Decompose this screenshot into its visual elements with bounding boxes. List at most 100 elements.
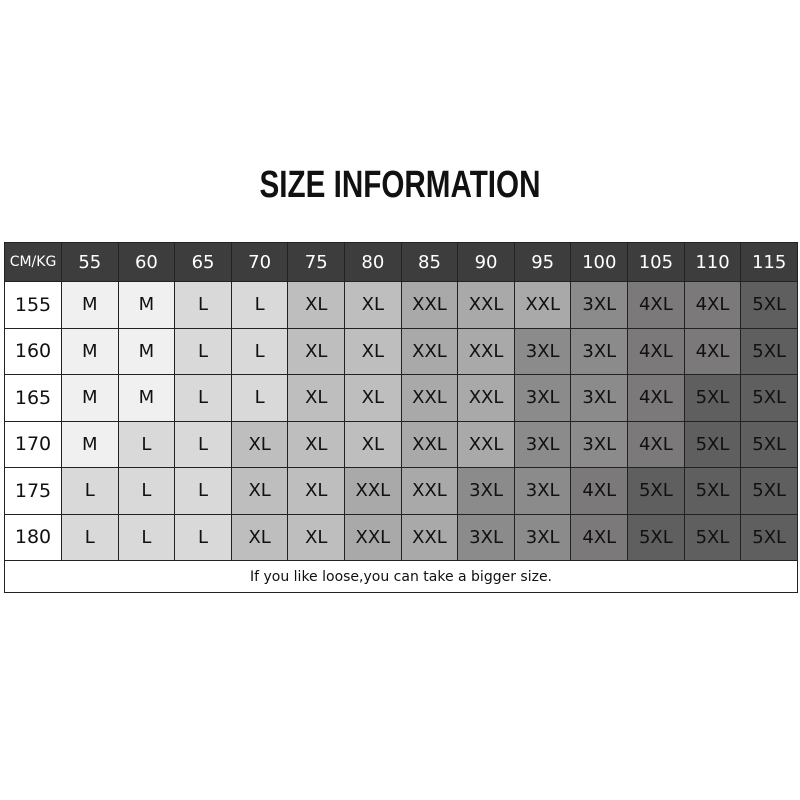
size-cell: 4XL <box>570 513 629 561</box>
size-cell: L <box>61 467 119 515</box>
weight-header: 95 <box>513 242 572 282</box>
size-cell: M <box>61 420 119 468</box>
size-cell: XL <box>344 327 402 375</box>
size-note: If you like loose,you can take a bigger … <box>4 560 798 593</box>
size-cell: 3XL <box>570 420 629 468</box>
size-chart-table: CM/KG 55 60 65 70 75 80 85 90 95 100 105 110 115 155… <box>4 242 798 593</box>
size-cell: L <box>174 327 232 375</box>
size-cell: 5XL <box>683 420 742 468</box>
size-cell: XXL <box>344 467 402 515</box>
size-cell: XXL <box>400 374 459 422</box>
size-cell: L <box>174 420 232 468</box>
size-cell: 4XL <box>683 281 742 329</box>
table-row: 175 L L L XL XL XXL XXL 3XL 3XL 4XL 5XL 5XL 5XL <box>4 467 798 515</box>
size-cell: 5XL <box>740 281 798 329</box>
weight-header: 100 <box>570 242 629 282</box>
size-cell: XL <box>287 281 346 329</box>
weight-header: 85 <box>400 242 459 282</box>
weight-header: 80 <box>344 242 402 282</box>
size-cell: 5XL <box>683 374 742 422</box>
size-cell: XXL <box>400 513 459 561</box>
size-cell: XXL <box>513 281 572 329</box>
size-cell: M <box>61 327 119 375</box>
size-cell: M <box>117 374 176 422</box>
weight-header: 65 <box>174 242 232 282</box>
size-cell: L <box>117 513 176 561</box>
weight-header: 115 <box>740 242 798 282</box>
size-cell: M <box>61 281 119 329</box>
size-cell: 5XL <box>740 513 798 561</box>
table-row: 160 M M L L XL XL XXL XXL 3XL 3XL 4XL 4XL 5XL <box>4 327 798 375</box>
weight-header: 90 <box>457 242 515 282</box>
size-cell: XXL <box>344 513 402 561</box>
weight-header: 105 <box>627 242 685 282</box>
weight-header: 55 <box>61 242 119 282</box>
size-cell: M <box>117 327 176 375</box>
size-cell: L <box>174 467 232 515</box>
size-cell: L <box>174 374 232 422</box>
size-cell: XXL <box>400 467 459 515</box>
height-cell: 160 <box>4 327 62 375</box>
size-cell: XXL <box>400 281 459 329</box>
size-cell: 3XL <box>513 374 572 422</box>
header-row: CM/KG 55 60 65 70 75 80 85 90 95 100 105 110 115 <box>4 242 798 282</box>
size-cell: XXL <box>457 420 515 468</box>
size-cell: 5XL <box>683 467 742 515</box>
table-row: 165 M M L L XL XL XXL XXL 3XL 3XL 4XL 5XL 5XL <box>4 374 798 422</box>
size-cell: 5XL <box>740 467 798 515</box>
page-title: SIZE INFORMATION <box>259 164 541 206</box>
size-cell: L <box>117 467 176 515</box>
size-cell: XL <box>287 374 346 422</box>
size-cell: XL <box>287 513 346 561</box>
weight-header: 75 <box>287 242 346 282</box>
size-cell: 3XL <box>457 513 515 561</box>
size-cell: XL <box>287 467 346 515</box>
size-cell: L <box>230 374 289 422</box>
size-cell: L <box>230 327 289 375</box>
size-cell: XXL <box>457 327 515 375</box>
height-cell: 155 <box>4 281 62 329</box>
size-cell: XL <box>344 281 402 329</box>
size-cell: L <box>174 281 232 329</box>
size-cell: 4XL <box>627 420 685 468</box>
size-cell: M <box>61 374 119 422</box>
weight-header: 110 <box>683 242 742 282</box>
weight-header: 70 <box>230 242 289 282</box>
size-cell: XL <box>230 513 289 561</box>
size-cell: XXL <box>400 420 459 468</box>
table-row: 155 M M L L XL XL XXL XXL XXL 3XL 4XL 4XL 5XL <box>4 281 798 329</box>
size-cell: XXL <box>457 374 515 422</box>
size-cell: 5XL <box>683 513 742 561</box>
size-cell: 3XL <box>513 467 572 515</box>
size-cell: 3XL <box>457 467 515 515</box>
size-cell: XL <box>230 467 289 515</box>
size-cell: L <box>117 420 176 468</box>
table-row: 180 L L L XL XL XXL XXL 3XL 3XL 4XL 5XL 5XL 5XL <box>4 513 798 561</box>
size-cell: XXL <box>400 327 459 375</box>
table-row: 170 M L L XL XL XL XXL XXL 3XL 3XL 4XL 5XL 5XL <box>4 420 798 468</box>
size-cell: 3XL <box>570 374 629 422</box>
size-cell: 4XL <box>627 281 685 329</box>
size-cell: 5XL <box>740 374 798 422</box>
size-cell: 5XL <box>740 327 798 375</box>
size-cell: XL <box>287 420 346 468</box>
height-cell: 180 <box>4 513 62 561</box>
size-cell: 3XL <box>513 420 572 468</box>
size-cell: 3XL <box>513 327 572 375</box>
size-cell: XL <box>344 420 402 468</box>
size-cell: 5XL <box>740 420 798 468</box>
size-cell: 4XL <box>683 327 742 375</box>
size-cell: 3XL <box>570 281 629 329</box>
size-cell: L <box>174 513 232 561</box>
height-cell: 165 <box>4 374 62 422</box>
size-cell: 5XL <box>627 467 685 515</box>
weight-header: 60 <box>117 242 176 282</box>
size-cell: XXL <box>457 281 515 329</box>
size-cell: M <box>117 281 176 329</box>
size-cell: L <box>230 281 289 329</box>
size-cell: 3XL <box>513 513 572 561</box>
footer-row: If you like loose,you can take a bigger … <box>4 560 798 593</box>
size-cell: 3XL <box>570 327 629 375</box>
size-cell: 4XL <box>627 327 685 375</box>
size-cell: XL <box>344 374 402 422</box>
